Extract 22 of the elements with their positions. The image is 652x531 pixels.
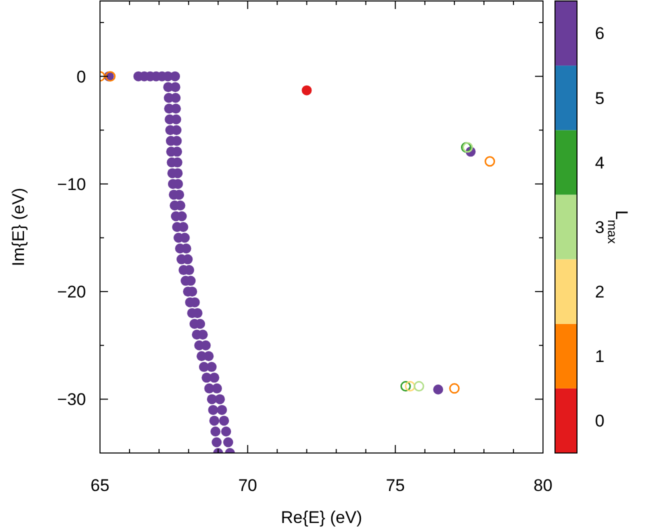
x-axis-title: Re{E} (eV) bbox=[280, 508, 362, 527]
color-bar-label: 1 bbox=[595, 347, 604, 366]
color-bar-label: 5 bbox=[595, 88, 604, 108]
x-tick-label: 80 bbox=[534, 476, 552, 496]
point bbox=[400, 381, 411, 392]
y-tick-label: −20 bbox=[57, 282, 86, 302]
color-bar-label: 3 bbox=[595, 218, 604, 237]
y-tick-label: −30 bbox=[57, 390, 86, 410]
point bbox=[414, 381, 424, 392]
x-tick-label: 65 bbox=[90, 476, 110, 496]
y-tick-label: 0 bbox=[76, 67, 86, 86]
point bbox=[449, 383, 460, 394]
x-tick-label: 75 bbox=[386, 476, 405, 496]
color-bar-label: 0 bbox=[595, 412, 604, 431]
y-axis-title: Im{E} (eV) bbox=[9, 188, 28, 266]
color-bar-label: 6 bbox=[595, 24, 604, 44]
x-tick-label: 70 bbox=[238, 476, 258, 496]
point bbox=[484, 156, 496, 167]
y-tick-label: −10 bbox=[57, 174, 86, 194]
color-bar-label: 4 bbox=[595, 153, 604, 172]
point bbox=[404, 381, 416, 392]
color-bar-label: 2 bbox=[595, 282, 604, 302]
